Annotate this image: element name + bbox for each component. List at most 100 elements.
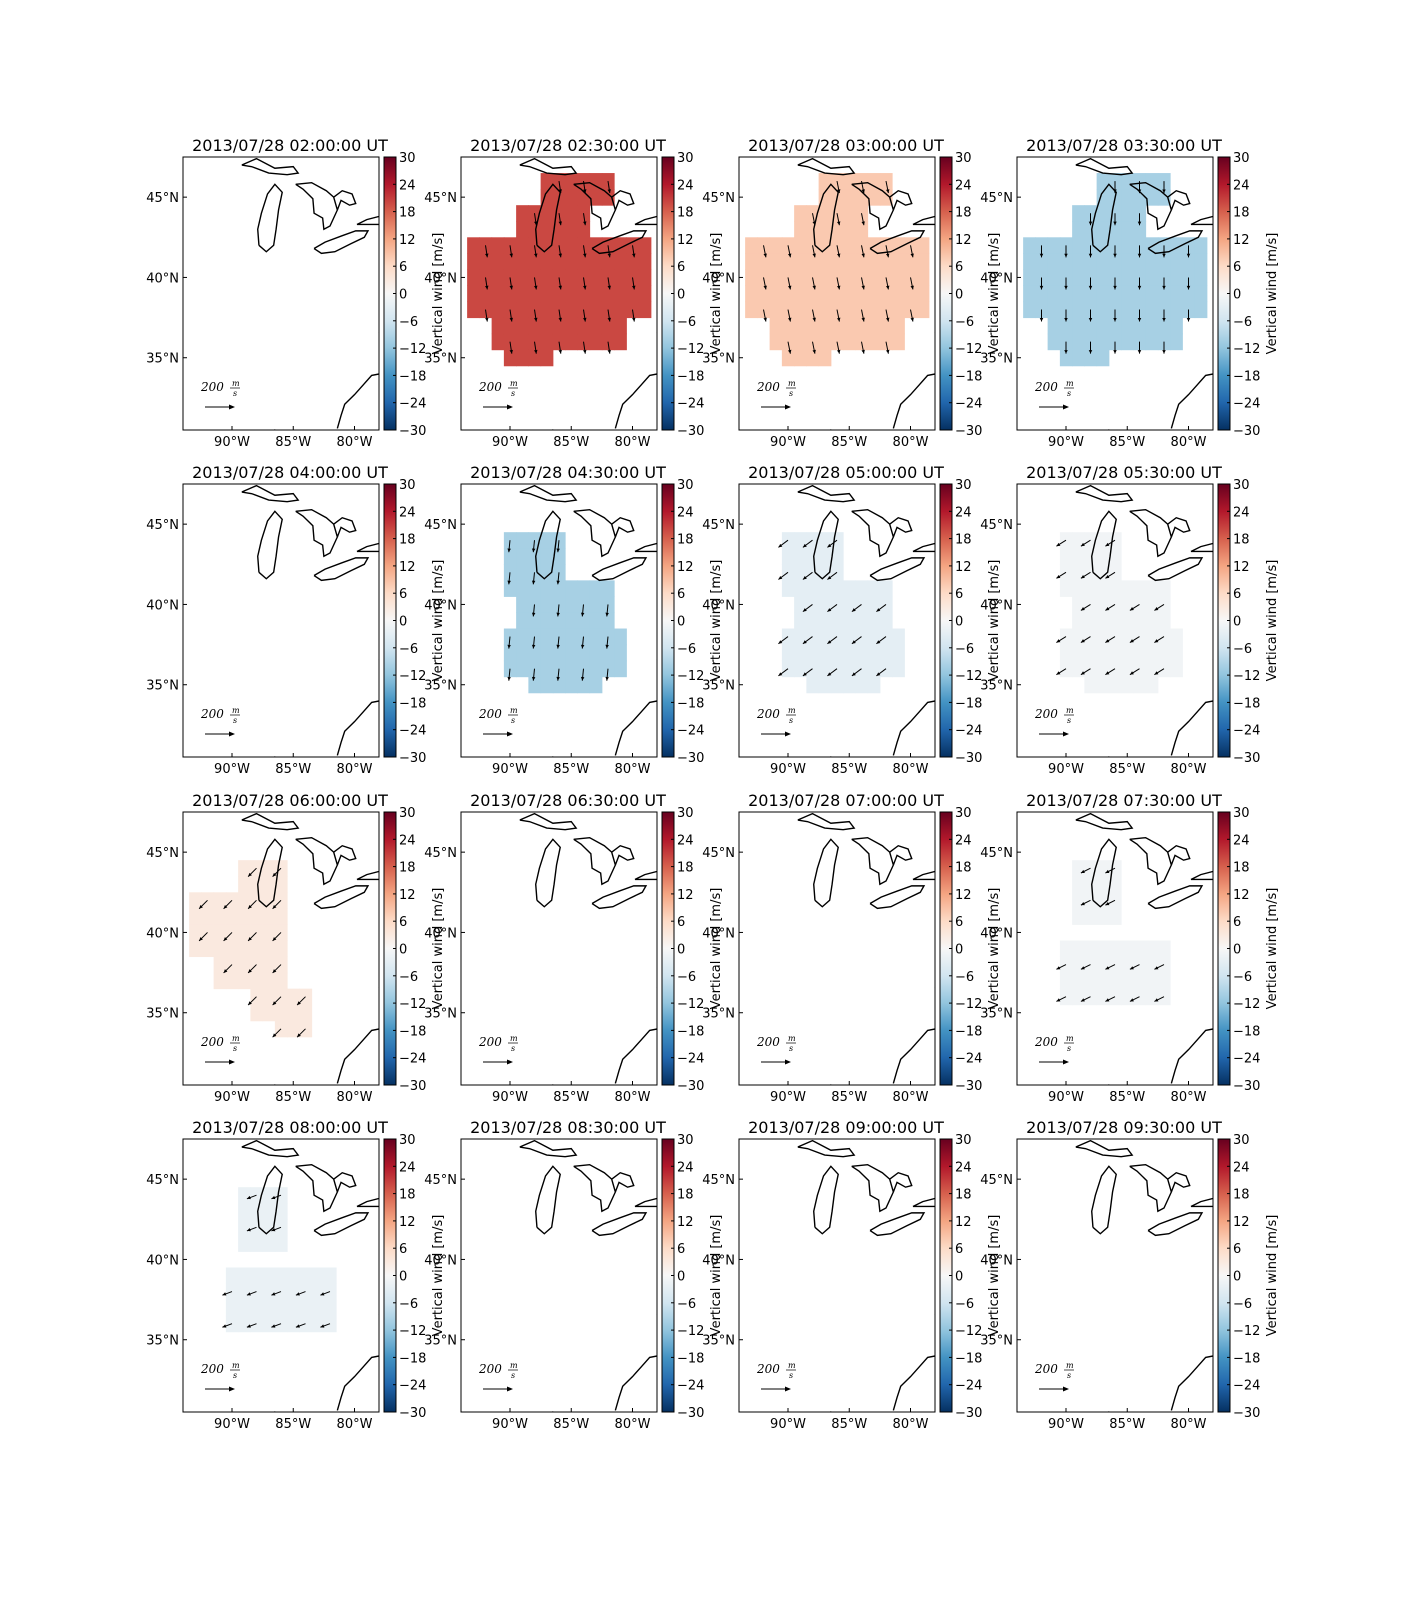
coastline xyxy=(1129,508,1173,558)
y-tick-label: 40°N xyxy=(424,598,457,613)
wind-arrow-head xyxy=(272,1033,277,1038)
field-cell xyxy=(516,205,529,222)
colorbar-tick-label: 30 xyxy=(399,478,416,493)
field-cell xyxy=(867,317,881,335)
field-cell xyxy=(1121,644,1134,662)
coastline xyxy=(1075,1139,1134,1158)
y-tick-label: 40°N xyxy=(424,1253,457,1268)
x-tick-label: 90°W xyxy=(1048,1090,1084,1105)
field-cell xyxy=(855,317,869,335)
field-cell xyxy=(818,253,832,270)
wind-arrow-head xyxy=(1105,542,1110,547)
field-cell xyxy=(1157,189,1171,206)
wind-arrow-head xyxy=(271,1292,276,1296)
panel-frame xyxy=(1016,811,1214,1086)
panel-frame xyxy=(1016,1138,1214,1413)
field-cell xyxy=(1194,301,1208,319)
coastline xyxy=(519,484,578,503)
field-cell xyxy=(614,628,627,646)
field-cell xyxy=(565,596,578,613)
field-cell xyxy=(745,285,758,303)
field-cell xyxy=(806,317,820,335)
field-cell xyxy=(781,532,795,549)
colorbar-label: Vertical wind [m/s] xyxy=(1265,233,1280,355)
coastline xyxy=(1170,987,1213,1084)
field-cell xyxy=(1059,564,1073,581)
colorbar-tick-label: −30 xyxy=(1233,751,1260,766)
field-cell xyxy=(638,285,652,303)
field-cell xyxy=(614,269,627,286)
wind-arrow-head xyxy=(509,285,513,290)
field-cell xyxy=(467,253,480,270)
coastline xyxy=(889,844,913,866)
y-tick-label: 45°N xyxy=(980,1173,1013,1188)
field-cell xyxy=(1084,548,1098,565)
colorbar-tick-label: −24 xyxy=(677,397,704,412)
field-cell xyxy=(565,301,578,319)
field-cell xyxy=(225,924,239,941)
wind-arrow-head xyxy=(607,285,611,290)
y-tick-label: 35°N xyxy=(146,1007,179,1022)
panel-title: 2013/07/28 07:30:00 UT xyxy=(1026,791,1222,810)
field-cell xyxy=(274,1235,288,1252)
field-cell xyxy=(238,1235,251,1252)
field-cell xyxy=(1133,676,1147,694)
field-cell xyxy=(1072,285,1085,303)
wind-arrow-head xyxy=(272,969,277,973)
coastline xyxy=(573,181,617,231)
field-cell xyxy=(892,253,905,270)
wind-arrow-head xyxy=(1088,221,1093,226)
field-cell xyxy=(491,253,505,270)
wind-arrow-head xyxy=(246,1195,251,1200)
field-cell xyxy=(781,660,795,678)
field-cell xyxy=(1072,908,1085,925)
colorbar-tick-label: −12 xyxy=(955,1324,982,1339)
reference-arrow-head xyxy=(229,1386,235,1392)
colorbar-tick-label: −24 xyxy=(399,397,426,412)
field-cell xyxy=(540,596,554,613)
field-cell xyxy=(1157,285,1171,303)
field-cell xyxy=(904,253,918,270)
colorbar-label: Vertical wind [m/s] xyxy=(709,560,724,682)
colorbar-tick-label: −30 xyxy=(1233,1079,1260,1094)
colorbar-tick-label: 6 xyxy=(677,260,685,275)
reference-arrow-value: 200 xyxy=(756,1035,780,1049)
field-cell xyxy=(1145,940,1159,958)
y-tick-label: 40°N xyxy=(980,598,1013,613)
colorbar-tick-label: −12 xyxy=(955,342,982,357)
reference-arrow-unit-den: s xyxy=(789,1371,793,1380)
field-cell xyxy=(479,253,493,270)
field-cell xyxy=(806,221,820,238)
coastline xyxy=(614,1314,657,1411)
field-cell xyxy=(794,532,807,549)
field-cell xyxy=(794,596,807,613)
field-cell xyxy=(274,1267,288,1285)
colorbar-tick-label: −12 xyxy=(399,1324,426,1339)
colorbar-tick-label: −12 xyxy=(955,997,982,1012)
colorbar-tick-label: 24 xyxy=(1233,178,1250,193)
colorbar-tick-label: −12 xyxy=(1233,342,1260,357)
field-cell xyxy=(879,189,893,206)
field-cell xyxy=(867,173,881,190)
field-cell xyxy=(879,660,893,678)
wind-arrow-head xyxy=(910,253,914,258)
coastlines xyxy=(519,812,657,1085)
coastline xyxy=(1167,189,1191,211)
field-cell xyxy=(1170,253,1183,270)
field-cell xyxy=(1096,532,1110,549)
colorbar-tick-label: −30 xyxy=(955,1079,982,1094)
colorbar-tick-label: 24 xyxy=(955,178,972,193)
coastline xyxy=(912,870,935,881)
colorbar-tick-label: −30 xyxy=(399,424,426,439)
field-cell xyxy=(818,628,832,646)
panel-frame xyxy=(460,156,658,431)
colorbar-tick-label: 24 xyxy=(399,1160,416,1175)
wind-arrow-head xyxy=(485,285,489,290)
field-cell xyxy=(528,580,542,597)
coastline xyxy=(1170,659,1213,756)
colorbar-tick-label: 6 xyxy=(955,915,963,930)
wind-arrow-head xyxy=(1064,253,1068,258)
wind-arrow-head xyxy=(320,1324,325,1328)
field-cell xyxy=(601,285,615,303)
coastline xyxy=(889,516,913,538)
